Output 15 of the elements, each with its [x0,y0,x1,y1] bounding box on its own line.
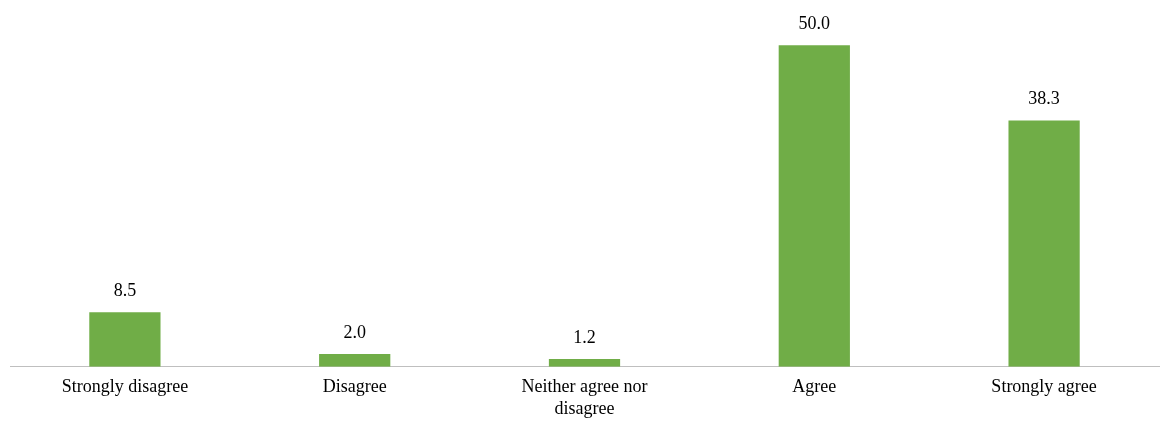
data-label: 8.5 [113,279,137,300]
data-label: 38.3 [1028,88,1060,109]
data-label: 2.0 [343,321,366,342]
data-label: 1.2 [573,326,596,347]
bar [319,353,391,367]
bar [1008,120,1080,367]
bar [89,312,161,367]
data-label: 50.0 [798,13,831,34]
x-tick-label: Strongly disagree [61,376,189,397]
bar [548,359,621,367]
x-tick-label: Neither agree nor disagree [521,376,648,418]
x-tick-label: Agree [792,376,837,397]
x-tick-label: Strongly agree [991,376,1097,397]
x-tick-label: Disagree [322,376,387,397]
bar [778,45,850,367]
